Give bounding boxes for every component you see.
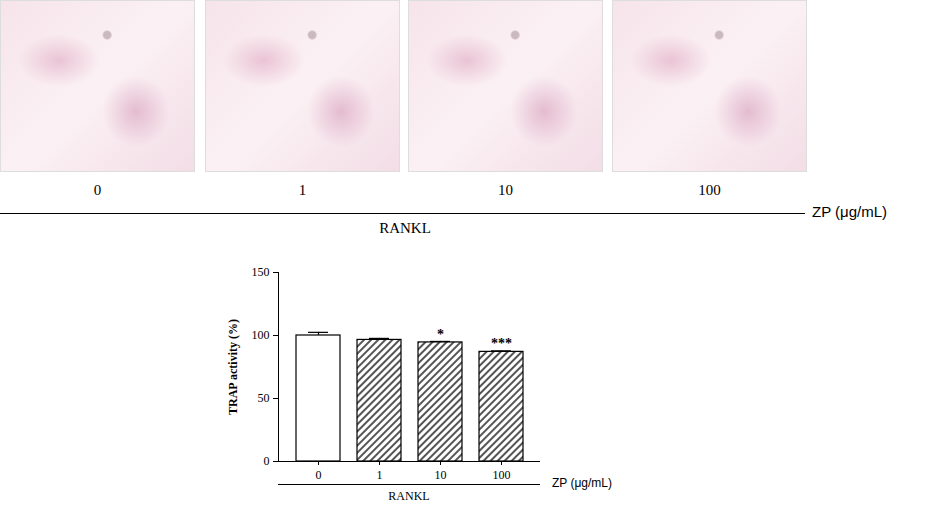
html-text:100: 100 <box>698 182 721 198</box>
svg-text:*: * <box>437 327 444 342</box>
svg-text:0: 0 <box>264 454 270 468</box>
svg-text:0: 0 <box>316 468 322 482</box>
svg-text:100: 100 <box>493 468 511 482</box>
html-text:ZP (μg/mL): ZP (μg/mL) <box>812 203 887 220</box>
svg-text:150: 150 <box>252 265 270 279</box>
html-text:RANKL: RANKL <box>379 220 431 236</box>
html-text:RANKL: RANKL <box>388 489 430 503</box>
html-text:1: 1 <box>298 182 307 198</box>
svg-text:50: 50 <box>258 391 270 405</box>
html-text:ZP (μg/mL): ZP (μg/mL) <box>552 476 612 490</box>
html-text:0: 0 <box>93 182 102 198</box>
svg-text:***: *** <box>491 336 512 351</box>
html-text:10: 10 <box>498 182 513 198</box>
svg-text:10: 10 <box>435 468 447 482</box>
svg-text:1: 1 <box>377 468 383 482</box>
svg-text:100: 100 <box>252 328 270 342</box>
svg-text:TRAP activity (%): TRAP activity (%) <box>226 319 240 415</box>
